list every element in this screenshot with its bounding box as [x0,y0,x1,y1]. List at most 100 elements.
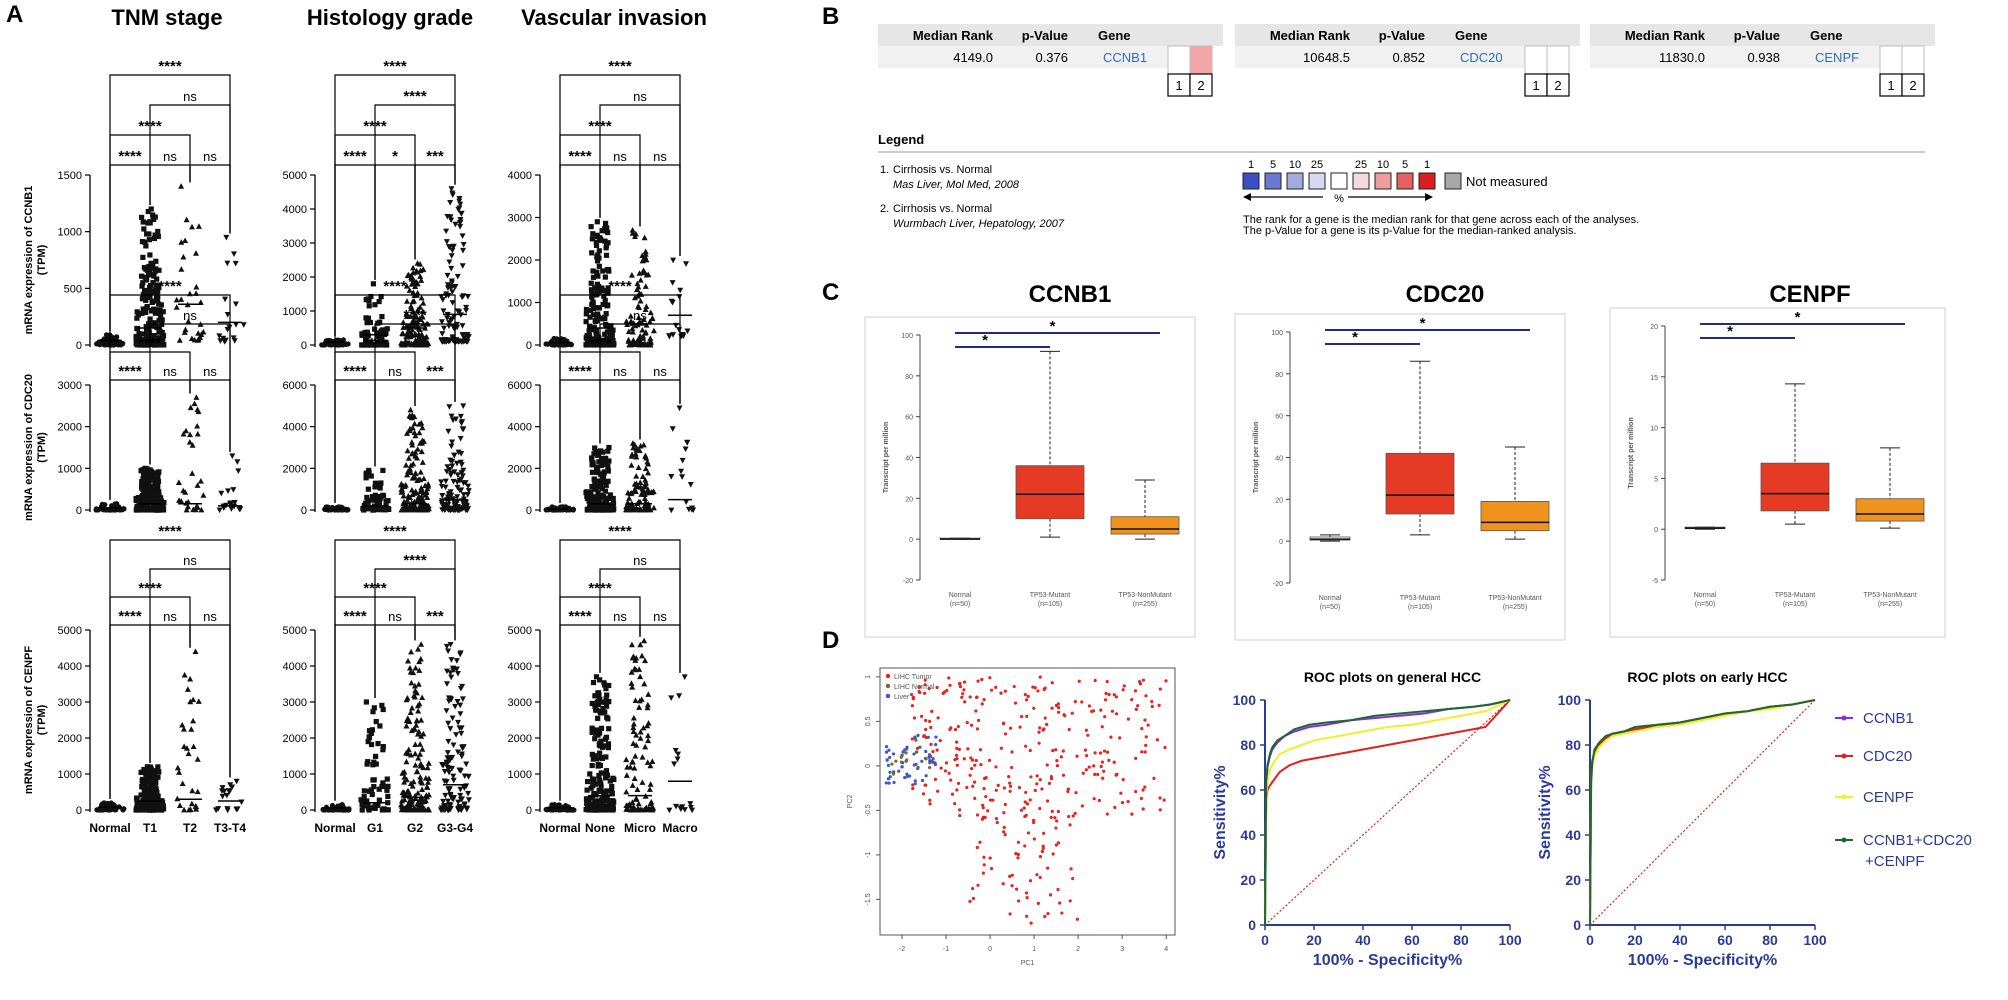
data-point [146,336,152,343]
data-point [605,302,611,308]
pca-legend-marker [885,673,891,679]
significance-label: **** [118,608,142,625]
data-point [151,235,158,242]
data-point [607,341,613,347]
data-point [628,462,635,468]
pca-point-tumor [1164,679,1168,683]
data-point [600,456,606,462]
data-point [358,797,364,803]
data-point [592,781,599,787]
pca-point-tumor [1020,714,1024,719]
gene-link[interactable]: CDC20 [1460,50,1503,65]
legend-label: CDC20 [1863,748,1912,765]
data-point [419,424,426,431]
data-point [605,285,611,291]
data-point [589,469,596,475]
pca-point-tumor [936,716,940,720]
significance-label: **** [568,608,592,625]
significance-bracket [334,539,456,801]
data-point [464,492,471,498]
data-point [446,244,453,251]
pca-point-tumor [1146,723,1150,727]
x-axis-label: 100% - Specificity% [1628,952,1777,969]
data-point [647,781,654,787]
gene-link[interactable]: CCNB1 [1103,50,1147,65]
median-rank-value: 4149.0 [953,50,993,65]
data-point [611,776,617,783]
pca-point-tumor [1121,778,1125,782]
data-point [419,746,426,752]
data-point [154,478,160,484]
pca-point-liver [926,735,930,739]
x-tick-label: 80 [1762,932,1778,948]
pca-point-tumor [980,702,984,706]
pca-point-tumor [965,785,969,790]
data-point [623,806,630,812]
pca-point-liver [886,777,891,781]
data-point [457,702,464,709]
pca-point-tumor [1084,768,1088,772]
data-point [146,780,152,786]
data-point [606,682,612,689]
data-point [670,332,677,338]
data-point [632,697,639,704]
pca-point-tumor [1008,912,1012,916]
significance-label: * [1352,329,1358,346]
pca-point-liver [888,770,892,774]
pca-point-tumor [953,802,957,806]
data-point [460,426,467,433]
y-tick-label: 100 [901,333,913,340]
pca-point-tumor [974,709,978,713]
significance-label: * [1727,323,1733,340]
pca-point-tumor [911,783,915,787]
data-point [184,686,191,692]
data-point [408,439,415,445]
data-point [587,342,594,348]
data-point [443,239,450,245]
data-point [586,491,592,497]
pca-point-tumor [1107,692,1111,697]
data-point [158,302,164,308]
data-point [378,480,384,486]
significance-bracket [599,164,641,227]
significance-label: ns [203,364,217,379]
pca-point-tumor [1049,815,1053,820]
analysis-source: Wurmbach Liver, Hepatology, 2007 [893,218,1065,230]
data-point [676,693,683,699]
y-tick-label: 20 [1650,324,1658,331]
pca-point-tumor [1120,801,1125,805]
data-point [155,496,162,503]
data-point [412,432,419,439]
pca-frame [879,667,1176,936]
pca-point-tumor [924,718,928,723]
y-tick-label: 2000 [283,272,307,284]
y-tick-label: 0 [1248,917,1256,933]
pca-point-tumor [929,725,933,730]
data-point [642,248,649,255]
gene-link[interactable]: CENPF [1815,50,1859,65]
data-point [452,703,459,710]
data-point [191,400,198,407]
y-tick-label: 1 [865,675,872,679]
data-point [605,502,612,508]
pca-point-tumor [1008,789,1012,793]
data-point [458,211,465,217]
data-point [451,452,458,459]
data-point [149,473,156,479]
data-point [609,783,615,790]
data-point [416,331,423,338]
significance-label: ns [633,553,647,568]
data-point [680,333,687,340]
data-point [640,316,647,322]
data-point [591,324,597,330]
data-point [592,736,598,742]
pca-point-tumor [1009,765,1014,770]
data-point [458,796,465,802]
y-axis-label: PC2 [847,795,854,809]
data-point [611,799,617,805]
heat-cell-1 [1524,45,1548,75]
data-point [605,716,611,722]
y-tick-label: 100 [1233,692,1257,708]
data-point [605,745,611,751]
